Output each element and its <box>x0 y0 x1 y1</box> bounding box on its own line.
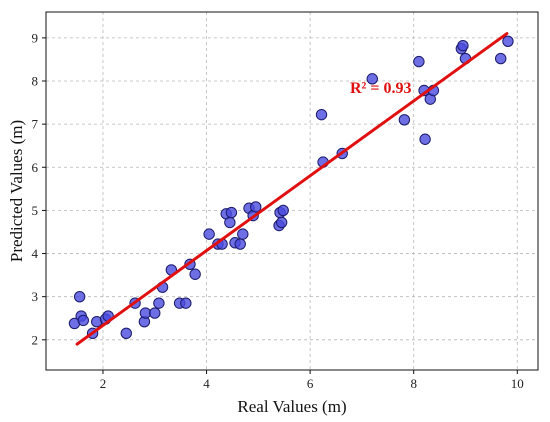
data-point <box>250 201 262 213</box>
y-axis-ticks: 2 3 4 5 6 7 8 9 <box>32 30 46 347</box>
y-tick-label: 6 <box>32 160 39 175</box>
data-points <box>68 35 514 340</box>
y-tick-label: 4 <box>32 246 39 261</box>
x-tick-label: 4 <box>203 376 210 391</box>
y-tick-label: 9 <box>32 30 39 45</box>
data-point <box>73 290 86 303</box>
data-point <box>149 307 161 319</box>
x-axis-ticks: 2 4 6 8 10 <box>100 370 524 391</box>
y-tick-label: 3 <box>32 289 39 304</box>
data-point <box>419 133 431 145</box>
grid-lines <box>46 12 538 370</box>
data-point <box>275 216 288 229</box>
fit-line <box>75 32 509 346</box>
y-axis-label: Predicted Values (m) <box>7 120 26 262</box>
data-point <box>234 238 246 250</box>
data-point <box>180 297 192 309</box>
plot-area-frame <box>45 11 539 371</box>
data-point <box>457 39 469 52</box>
data-point <box>189 268 201 280</box>
x-axis-label: Real Values (m) <box>237 397 346 416</box>
x-tick-label: 10 <box>511 376 524 391</box>
data-point <box>502 35 514 48</box>
data-point <box>203 228 215 240</box>
data-point <box>237 228 249 240</box>
y-tick-label: 7 <box>32 117 39 132</box>
x-tick-label: 8 <box>410 376 417 391</box>
x-tick-label: 2 <box>100 376 107 391</box>
data-point <box>413 55 425 68</box>
r-squared-annotation: R² = 0.93 <box>350 80 411 97</box>
data-point <box>225 206 238 219</box>
data-point <box>120 327 132 340</box>
x-tick-label: 6 <box>307 376 314 391</box>
data-point <box>77 314 89 327</box>
data-point <box>398 114 411 126</box>
data-point <box>495 52 507 65</box>
data-point <box>224 216 236 229</box>
data-point <box>277 204 289 217</box>
data-point <box>153 297 165 309</box>
y-tick-label: 5 <box>32 203 39 218</box>
data-point <box>366 73 378 85</box>
y-tick-label: 2 <box>32 332 39 347</box>
y-tick-label: 8 <box>32 74 39 89</box>
data-point <box>315 108 328 121</box>
